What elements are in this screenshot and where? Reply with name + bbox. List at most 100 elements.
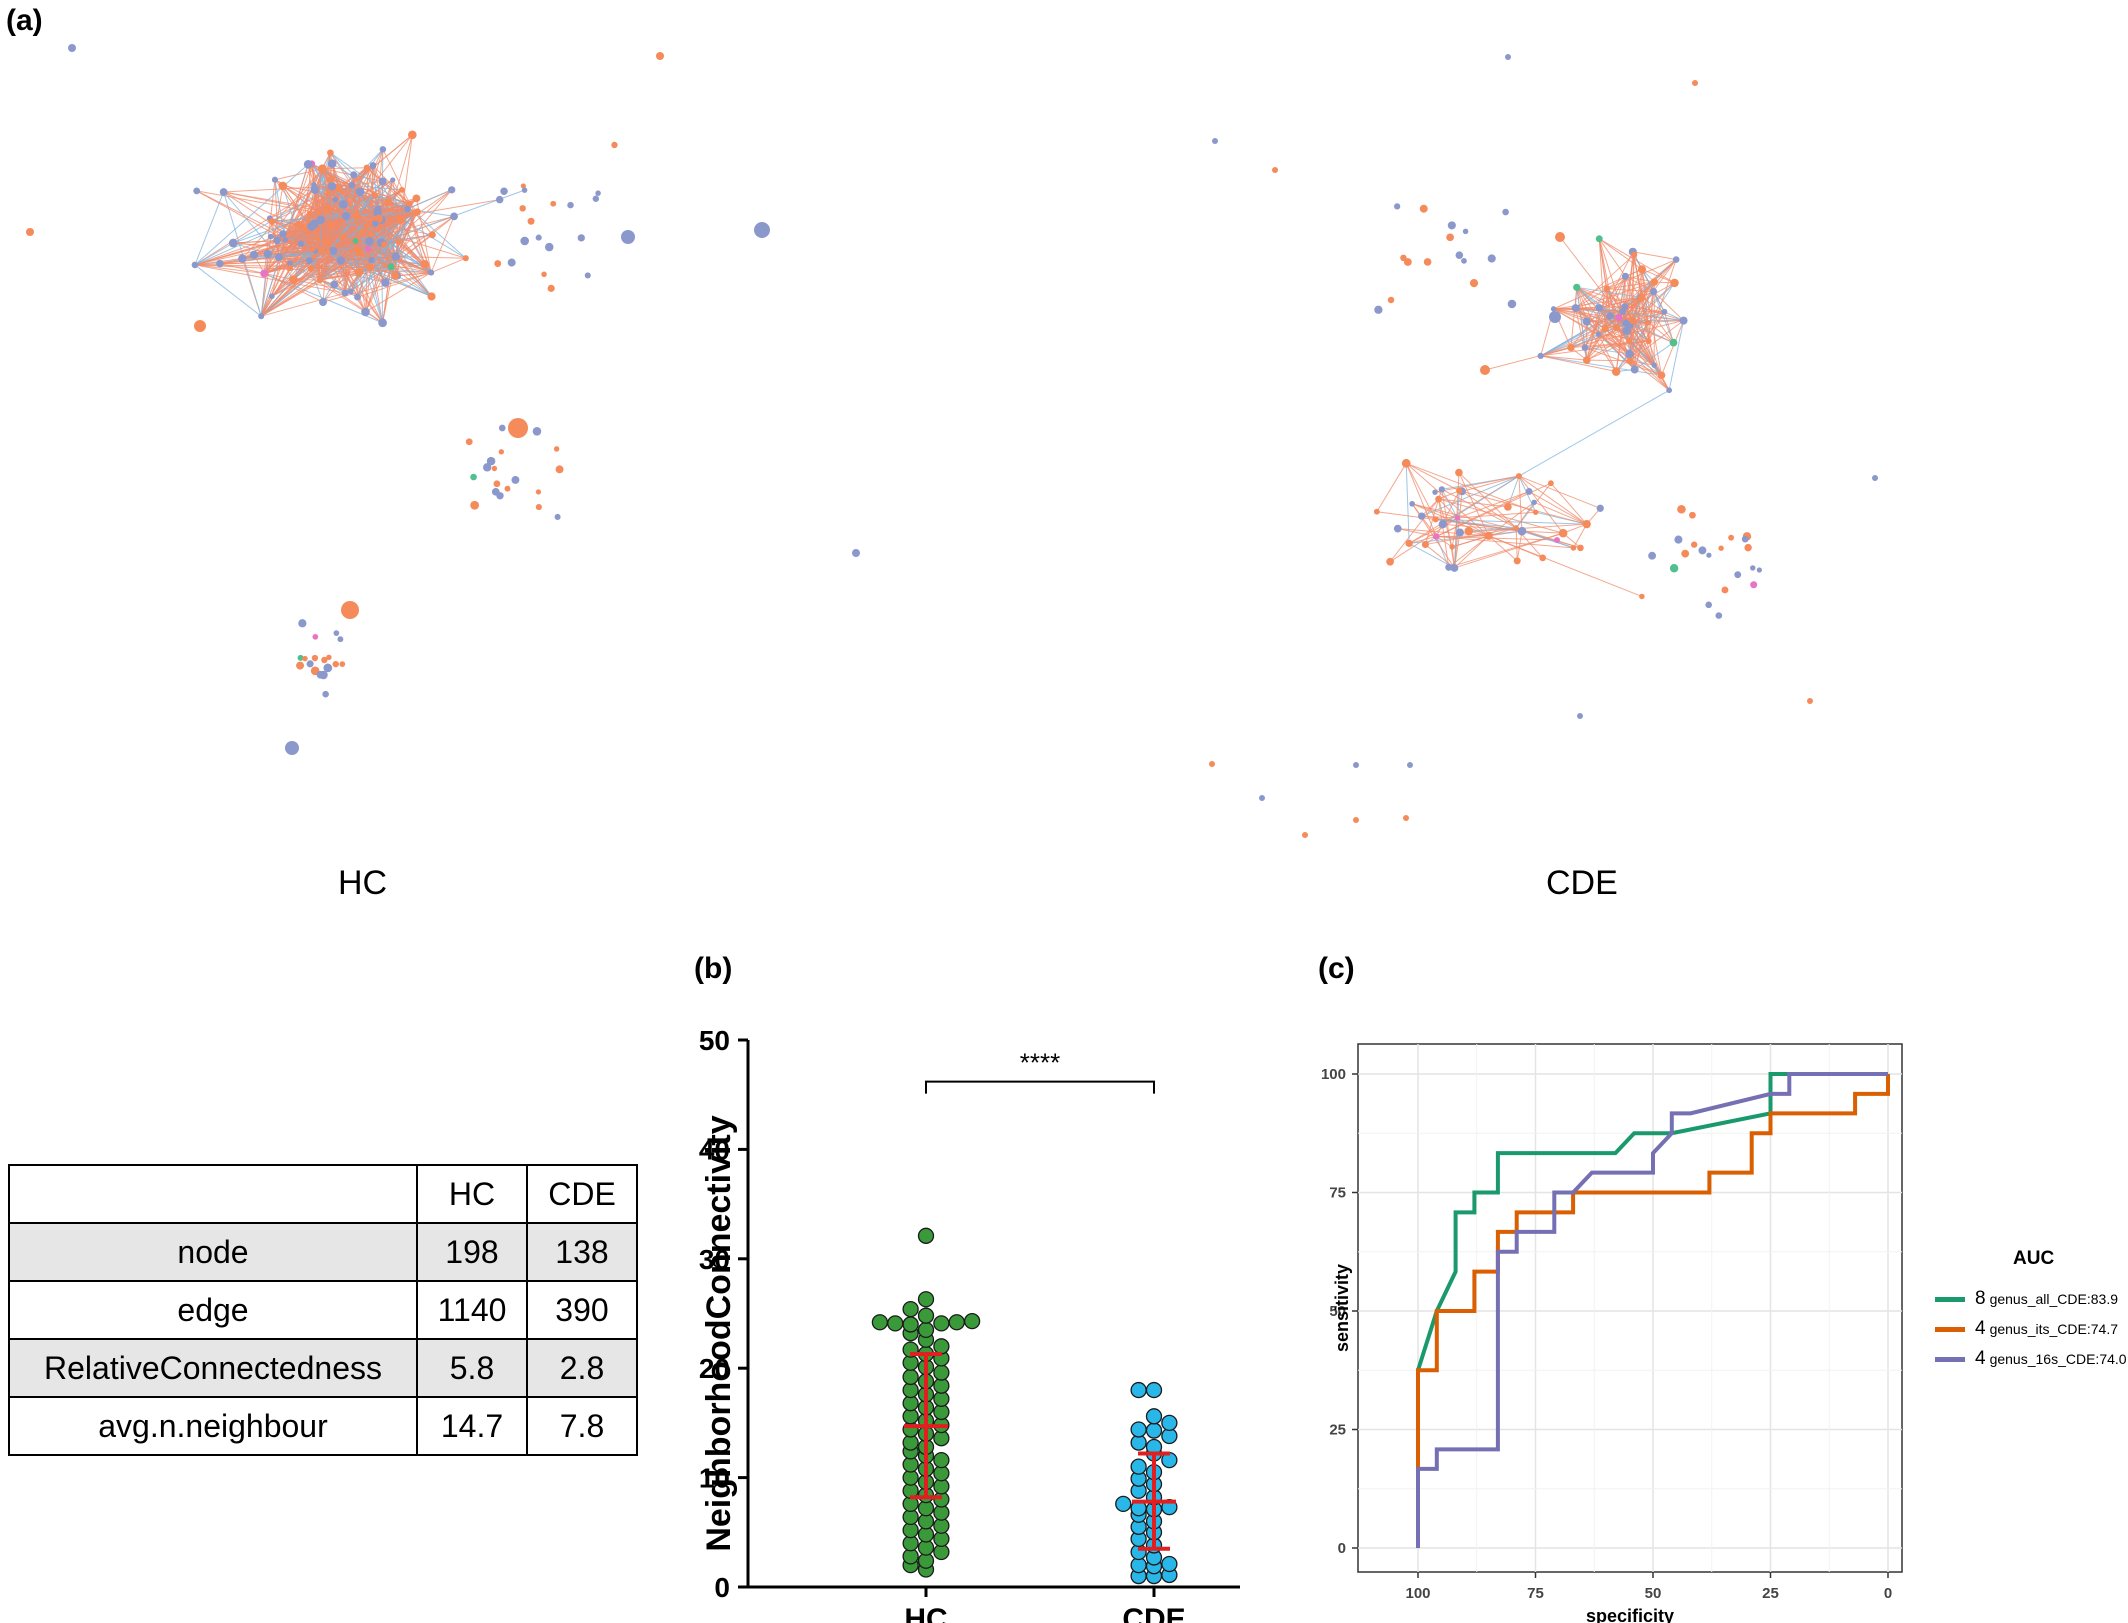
- network-edge: [414, 212, 467, 259]
- network-node: [553, 446, 560, 452]
- network-node: [535, 503, 542, 511]
- network-edge: [369, 212, 416, 242]
- network-edge: [1575, 307, 1588, 361]
- network-edge: [1570, 287, 1578, 348]
- x-axis-label: specificity: [1586, 1606, 1674, 1623]
- network-edge: [1598, 238, 1611, 317]
- table-row: avg.n.neighbour 14.7 7.8: [8, 1396, 638, 1456]
- network-node: [500, 187, 508, 195]
- legend-swatch: [1935, 1326, 1965, 1332]
- network-node: [462, 255, 469, 262]
- network-edge: [1648, 311, 1665, 342]
- legend-item: 4 genus_16s_CDE:74.0: [1935, 1344, 2127, 1374]
- network-edge: [1668, 320, 1685, 391]
- network-edge: [1424, 498, 1440, 545]
- network-edge: [371, 202, 389, 261]
- network-node: [491, 465, 498, 472]
- network-node: [1532, 509, 1539, 515]
- network-node: [1666, 387, 1673, 394]
- network-node: [1756, 567, 1762, 573]
- network-node: [521, 187, 528, 193]
- network-node: [427, 292, 436, 301]
- network-edge: [384, 212, 416, 283]
- network-edge: [1586, 359, 1630, 362]
- network-node: [1582, 317, 1591, 326]
- network-nodes: [1209, 54, 1878, 838]
- table-cell: 390: [526, 1280, 638, 1340]
- network-node: [325, 189, 332, 195]
- network-node: [302, 655, 308, 662]
- network-node: [337, 636, 344, 643]
- network-node: [1679, 316, 1688, 325]
- network-node: [1537, 352, 1544, 360]
- legend-label: genus_its_CDE:74.7: [1989, 1321, 2118, 1337]
- y-tick-label: 30: [699, 1244, 730, 1275]
- network-node: [363, 164, 370, 171]
- network-node: [1435, 495, 1443, 503]
- cde-network: [1209, 54, 1878, 838]
- network-node: [316, 215, 325, 225]
- network-node: [1505, 54, 1511, 60]
- network-edge: [270, 187, 339, 237]
- network-node: [326, 654, 332, 661]
- network-node: [1353, 817, 1359, 823]
- legend-label: genus_all_CDE:83.9: [1989, 1291, 2118, 1307]
- network-edge: [1632, 254, 1635, 321]
- network-node: [391, 252, 401, 261]
- network-edge: [1570, 315, 1611, 349]
- network-edge: [285, 239, 386, 284]
- significance-label: ****: [1020, 1048, 1060, 1078]
- legend-title: AUC: [2013, 1248, 2055, 1269]
- network-edge: [194, 264, 262, 317]
- legend-swatch: [1935, 1296, 1965, 1302]
- network-edge: [1540, 355, 1662, 376]
- network-edge: [1458, 472, 1490, 537]
- network-edge: [194, 178, 332, 266]
- data-point: [1145, 1422, 1163, 1439]
- legend-item: 4 genus_its_CDE:74.7: [1935, 1314, 2127, 1344]
- legend-count: 8: [1975, 1288, 1986, 1309]
- network-node: [414, 208, 421, 216]
- network-node: [296, 661, 305, 670]
- network-node: [321, 656, 328, 664]
- network-node: [1734, 571, 1742, 579]
- network-node: [269, 293, 275, 300]
- x-tick-label: 100: [1405, 1585, 1430, 1602]
- table-row: node 198 138: [8, 1222, 638, 1282]
- network-node: [1567, 343, 1575, 352]
- network-node: [1409, 500, 1416, 507]
- network-node: [1547, 480, 1554, 487]
- network-node: [1621, 303, 1629, 311]
- network-node: [323, 204, 332, 213]
- network-node: [1657, 371, 1666, 379]
- network-node: [1513, 557, 1521, 565]
- network-node: [412, 194, 421, 203]
- network-edge: [377, 208, 416, 214]
- network-node: [555, 465, 564, 474]
- network-node: [1750, 581, 1758, 589]
- network-node: [398, 186, 405, 193]
- network-edge: [350, 212, 416, 292]
- network-edge: [1626, 320, 1684, 324]
- network-node: [1672, 256, 1680, 263]
- network-node: [1455, 468, 1463, 477]
- network-node: [391, 271, 400, 280]
- network-node: [366, 263, 375, 272]
- network-node: [498, 449, 505, 455]
- network-node: [428, 231, 436, 239]
- network-node: [228, 238, 238, 248]
- network-node: [314, 234, 321, 241]
- data-point: [902, 1316, 919, 1333]
- network-node: [355, 187, 365, 197]
- network-node: [1455, 528, 1464, 537]
- network-edge: [1454, 535, 1490, 569]
- table-cell: 5.8: [416, 1338, 528, 1398]
- network-node: [577, 234, 585, 242]
- network-node: [1661, 308, 1668, 315]
- network-node: [1606, 312, 1614, 320]
- network-node: [1487, 254, 1496, 263]
- network-edge: [194, 264, 265, 274]
- network-node: [1637, 293, 1646, 302]
- legend-swatch: [1935, 1356, 1965, 1362]
- network-edge: [319, 167, 368, 281]
